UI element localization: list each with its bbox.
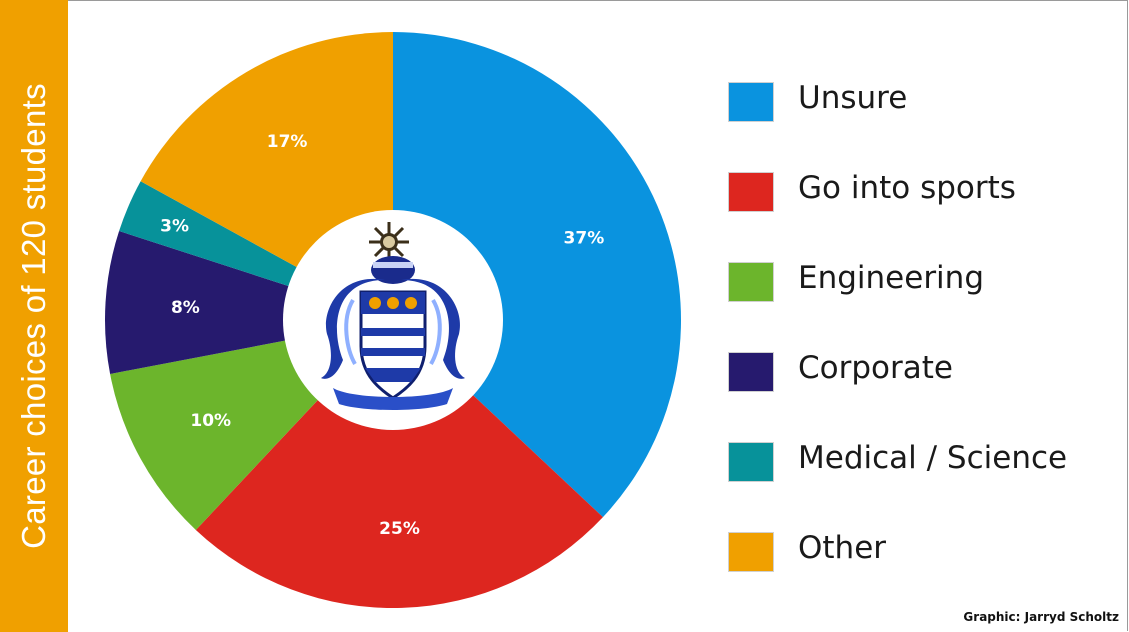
slices-group: [104, 32, 681, 608]
legend-item-medical: Medical / Science: [728, 440, 1108, 486]
slice-sports: [195, 320, 603, 608]
slice-label-engineering: 10%: [190, 411, 231, 431]
legend-item-other: Other: [728, 530, 1108, 576]
slice-corporate: [104, 231, 393, 374]
school-crest-logo: [321, 222, 465, 410]
slice-label-sports: 25%: [379, 519, 420, 539]
legend-label-unsure: Unsure: [798, 80, 908, 116]
legend-item-sports: Go into sports: [728, 170, 1108, 216]
slice-label-corporate: 8%: [171, 298, 200, 318]
legend-item-corporate: Corporate: [728, 350, 1108, 396]
graphic-credit: Graphic: Jarryd Scholtz: [963, 610, 1119, 624]
legend-swatch-other: [728, 532, 774, 572]
title-bar: Career choices of 120 students: [0, 0, 68, 632]
legend-item-unsure: Unsure: [728, 80, 1108, 126]
legend-label-sports: Go into sports: [798, 170, 1016, 206]
legend-swatch-medical: [728, 442, 774, 482]
legend-swatch-corporate: [728, 352, 774, 392]
legend-label-corporate: Corporate: [798, 350, 953, 386]
donut-chart: 37% 25% 10% 8% 3% 17%: [104, 32, 681, 608]
legend-label-other: Other: [798, 530, 887, 566]
legend-label-medical: Medical / Science: [798, 440, 1068, 476]
legend-swatch-engineering: [728, 262, 774, 302]
legend-swatch-unsure: [728, 82, 774, 122]
legend-label-engineering: Engineering: [798, 260, 984, 296]
slice-label-unsure: 37%: [564, 228, 605, 248]
slice-label-medical: 3%: [160, 216, 189, 236]
legend-swatch-sports: [728, 172, 774, 212]
slice-unsure: [393, 32, 681, 518]
slice-label-other: 17%: [267, 132, 308, 152]
legend-item-engineering: Engineering: [728, 260, 1108, 306]
